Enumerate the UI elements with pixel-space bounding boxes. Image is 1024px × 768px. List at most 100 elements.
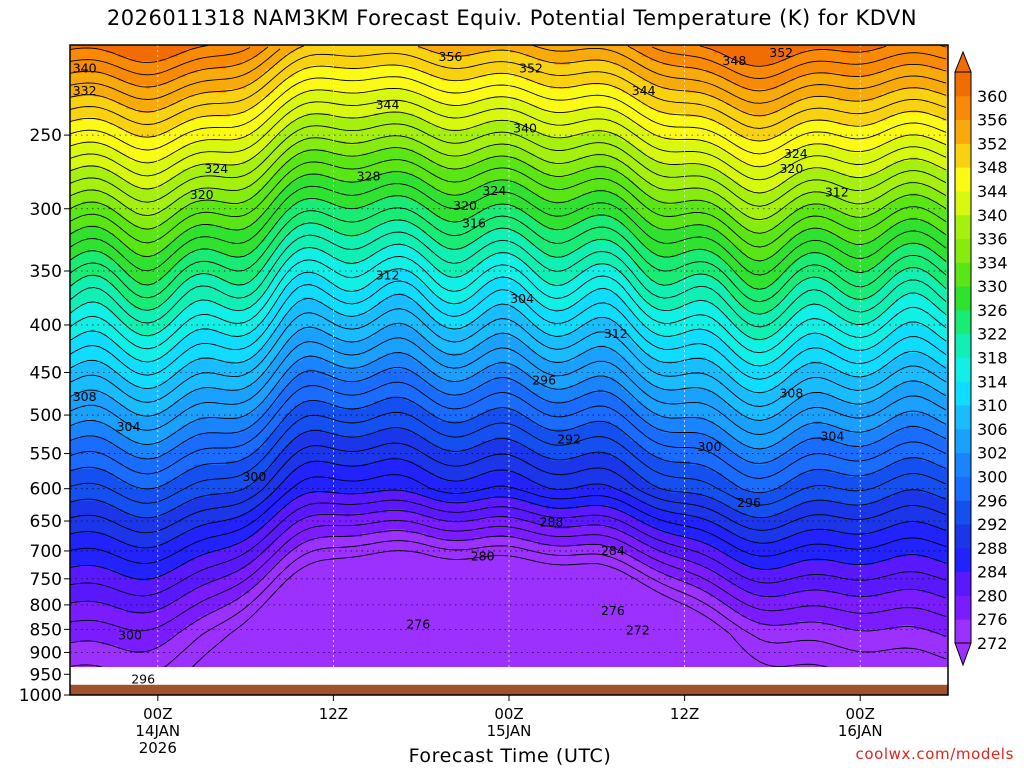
contour-label: 308 [73, 389, 97, 404]
contour-line-318 [70, 243, 947, 341]
y-tick-label: 700 [30, 542, 62, 562]
colorbar-label: 276 [977, 610, 1008, 629]
x-tick-label: 14JAN [135, 722, 180, 740]
contour-line-300 [70, 366, 947, 464]
contour-label: 324 [482, 183, 506, 198]
contour-label: 324 [204, 161, 228, 176]
contour-label: 320 [779, 161, 803, 176]
contour-line-278 [70, 520, 947, 632]
contour-lines [70, 45, 947, 667]
colorbar: 272 276 280 284 288 292 296 300 302 306 310 314 318 3… [954, 50, 1008, 667]
contour-label: 296 [532, 373, 556, 388]
colorbar-swatch [955, 381, 971, 406]
contour-line-342 [70, 99, 947, 181]
contour-line-296 [70, 396, 947, 494]
colorbar-label: 330 [977, 277, 1008, 296]
colorbar-swatch [955, 143, 971, 168]
contour-label: 296 [131, 671, 155, 686]
colorbar-swatch [955, 405, 971, 430]
colorbar-swatch [955, 190, 971, 216]
colorbar-swatch [955, 238, 971, 263]
x-tick-label: 12Z [670, 705, 699, 723]
colorbar-label: 306 [977, 420, 1008, 439]
contour-line-314 [70, 268, 947, 367]
contour-label: 344 [632, 83, 656, 98]
contour-label: 292 [557, 431, 581, 446]
contour-line-294 [70, 411, 947, 506]
contour-label: 284 [601, 543, 625, 558]
colorbar-frame [954, 71, 972, 644]
contour-label: 320 [190, 187, 214, 202]
contour-line-340 [70, 111, 947, 194]
colorbar-swatch [955, 214, 971, 240]
colorbar-swatch [955, 333, 971, 358]
contour-line-358 [70, 46, 947, 79]
contour-label: 340 [73, 61, 97, 76]
contour-line-326 [70, 195, 947, 290]
contour-label: 348 [722, 53, 746, 68]
colorbar-swatch [955, 547, 971, 573]
contour-line-336 [70, 135, 947, 221]
contour-line-306 [70, 322, 947, 421]
y-tick-label: 600 [30, 480, 62, 500]
colorbar-swatch [955, 595, 971, 620]
colorbar-bottom-arrow [954, 642, 972, 667]
colorbar-label: 348 [977, 158, 1008, 177]
contour-line-346 [70, 76, 947, 155]
colorbar-label: 284 [977, 563, 1008, 582]
contour-label: 352 [519, 61, 543, 76]
colorbar-label: 314 [977, 372, 1008, 391]
x-tick-label: 00Z [143, 705, 172, 723]
colorbar-label: 352 [977, 134, 1008, 153]
credit-link[interactable]: coolwx.com/models [856, 745, 1015, 763]
y-tick-label: 550 [30, 445, 62, 465]
contour-label: 304 [820, 428, 844, 443]
contour-line-320 [70, 231, 947, 328]
y-tick-label: 300 [30, 200, 62, 220]
colorbar-swatch [955, 357, 971, 382]
colorbar-swatch [955, 167, 971, 192]
contour-line-298 [70, 381, 947, 479]
contour-line-332 [70, 159, 947, 248]
contour-line-302 [70, 352, 947, 450]
contour-line-282 [70, 499, 947, 597]
x-tick-label: 15JAN [487, 722, 532, 740]
colorbar-label: 300 [977, 467, 1008, 486]
grid-lines [70, 45, 948, 667]
x-tick-label: 2026 [139, 739, 177, 757]
contour-label: 304 [117, 419, 141, 434]
colorbar-label: 326 [977, 301, 1008, 320]
contour-line-354 [70, 45, 947, 104]
colorbar-label: 310 [977, 396, 1008, 415]
y-tick-label: 250 [30, 126, 62, 146]
chart-title: 2026011318 NAM3KM Forecast Equiv. Potent… [0, 6, 1024, 30]
contour-label: 280 [471, 549, 495, 564]
contour-label: 328 [357, 169, 381, 184]
contour-line-304 [70, 337, 947, 436]
contour-label: 340 [513, 121, 537, 136]
contour-label: 312 [376, 268, 400, 283]
contour-line-328 [70, 183, 947, 276]
colorbar-label: 344 [977, 182, 1008, 201]
contour-label: 316 [462, 215, 486, 230]
ground-surface [70, 684, 948, 695]
y-tick-label: 450 [30, 364, 62, 384]
y-tick-label: 350 [30, 262, 62, 282]
y-tick-label: 900 [30, 643, 62, 663]
contour-label: 320 [453, 198, 477, 213]
colorbar-label: 322 [977, 325, 1008, 344]
contour-line-344 [70, 87, 947, 168]
contour-line-286 [70, 474, 947, 564]
colorbar-label: 318 [977, 349, 1008, 368]
colorbar-swatch [955, 452, 971, 477]
contour-line-350 [70, 52, 947, 129]
colorbar-swatch [955, 500, 971, 525]
contour-label: 288 [540, 514, 564, 529]
contour-line-330 [70, 171, 947, 262]
contour-label: 324 [784, 146, 808, 161]
colorbar-label: 292 [977, 515, 1008, 534]
contour-label: 276 [601, 603, 625, 618]
y-tick-label: 650 [30, 512, 62, 532]
contour-label: 300 [118, 627, 142, 642]
